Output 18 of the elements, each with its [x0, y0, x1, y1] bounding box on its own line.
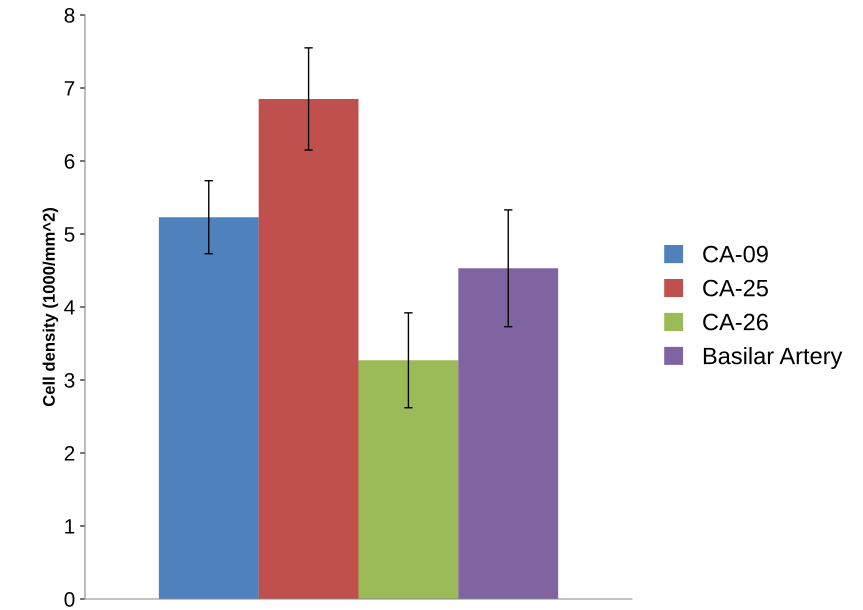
- y-tick-label: 0: [64, 592, 74, 607]
- y-tick-label: 1: [65, 519, 74, 534]
- legend-label: Basilar Artery: [704, 346, 842, 369]
- legend-label: CA-25: [703, 280, 768, 296]
- bar: [258, 98, 358, 599]
- legend-label: CA-26: [703, 314, 768, 330]
- y-axis-title: Cell density (1000/mm^2): [42, 208, 58, 406]
- legend-label: CA-09: [703, 246, 768, 262]
- y-tick-label: 7: [64, 81, 74, 96]
- y-tick-label: 3: [64, 373, 74, 388]
- y-tick-label: 5: [64, 227, 74, 242]
- y-tick-label: 2: [64, 446, 74, 461]
- bar: [458, 268, 558, 599]
- y-tick-label: 8: [64, 8, 74, 23]
- bar: [158, 217, 259, 599]
- y-tick-label: 6: [64, 154, 74, 169]
- y-tick-label: 4: [64, 300, 75, 315]
- bar: [358, 360, 458, 599]
